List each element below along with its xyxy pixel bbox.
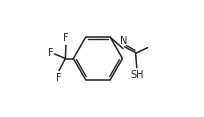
Text: F: F: [63, 33, 68, 43]
Text: SH: SH: [129, 70, 143, 80]
Text: F: F: [48, 48, 53, 58]
Text: F: F: [55, 73, 61, 83]
Text: N: N: [119, 36, 127, 46]
